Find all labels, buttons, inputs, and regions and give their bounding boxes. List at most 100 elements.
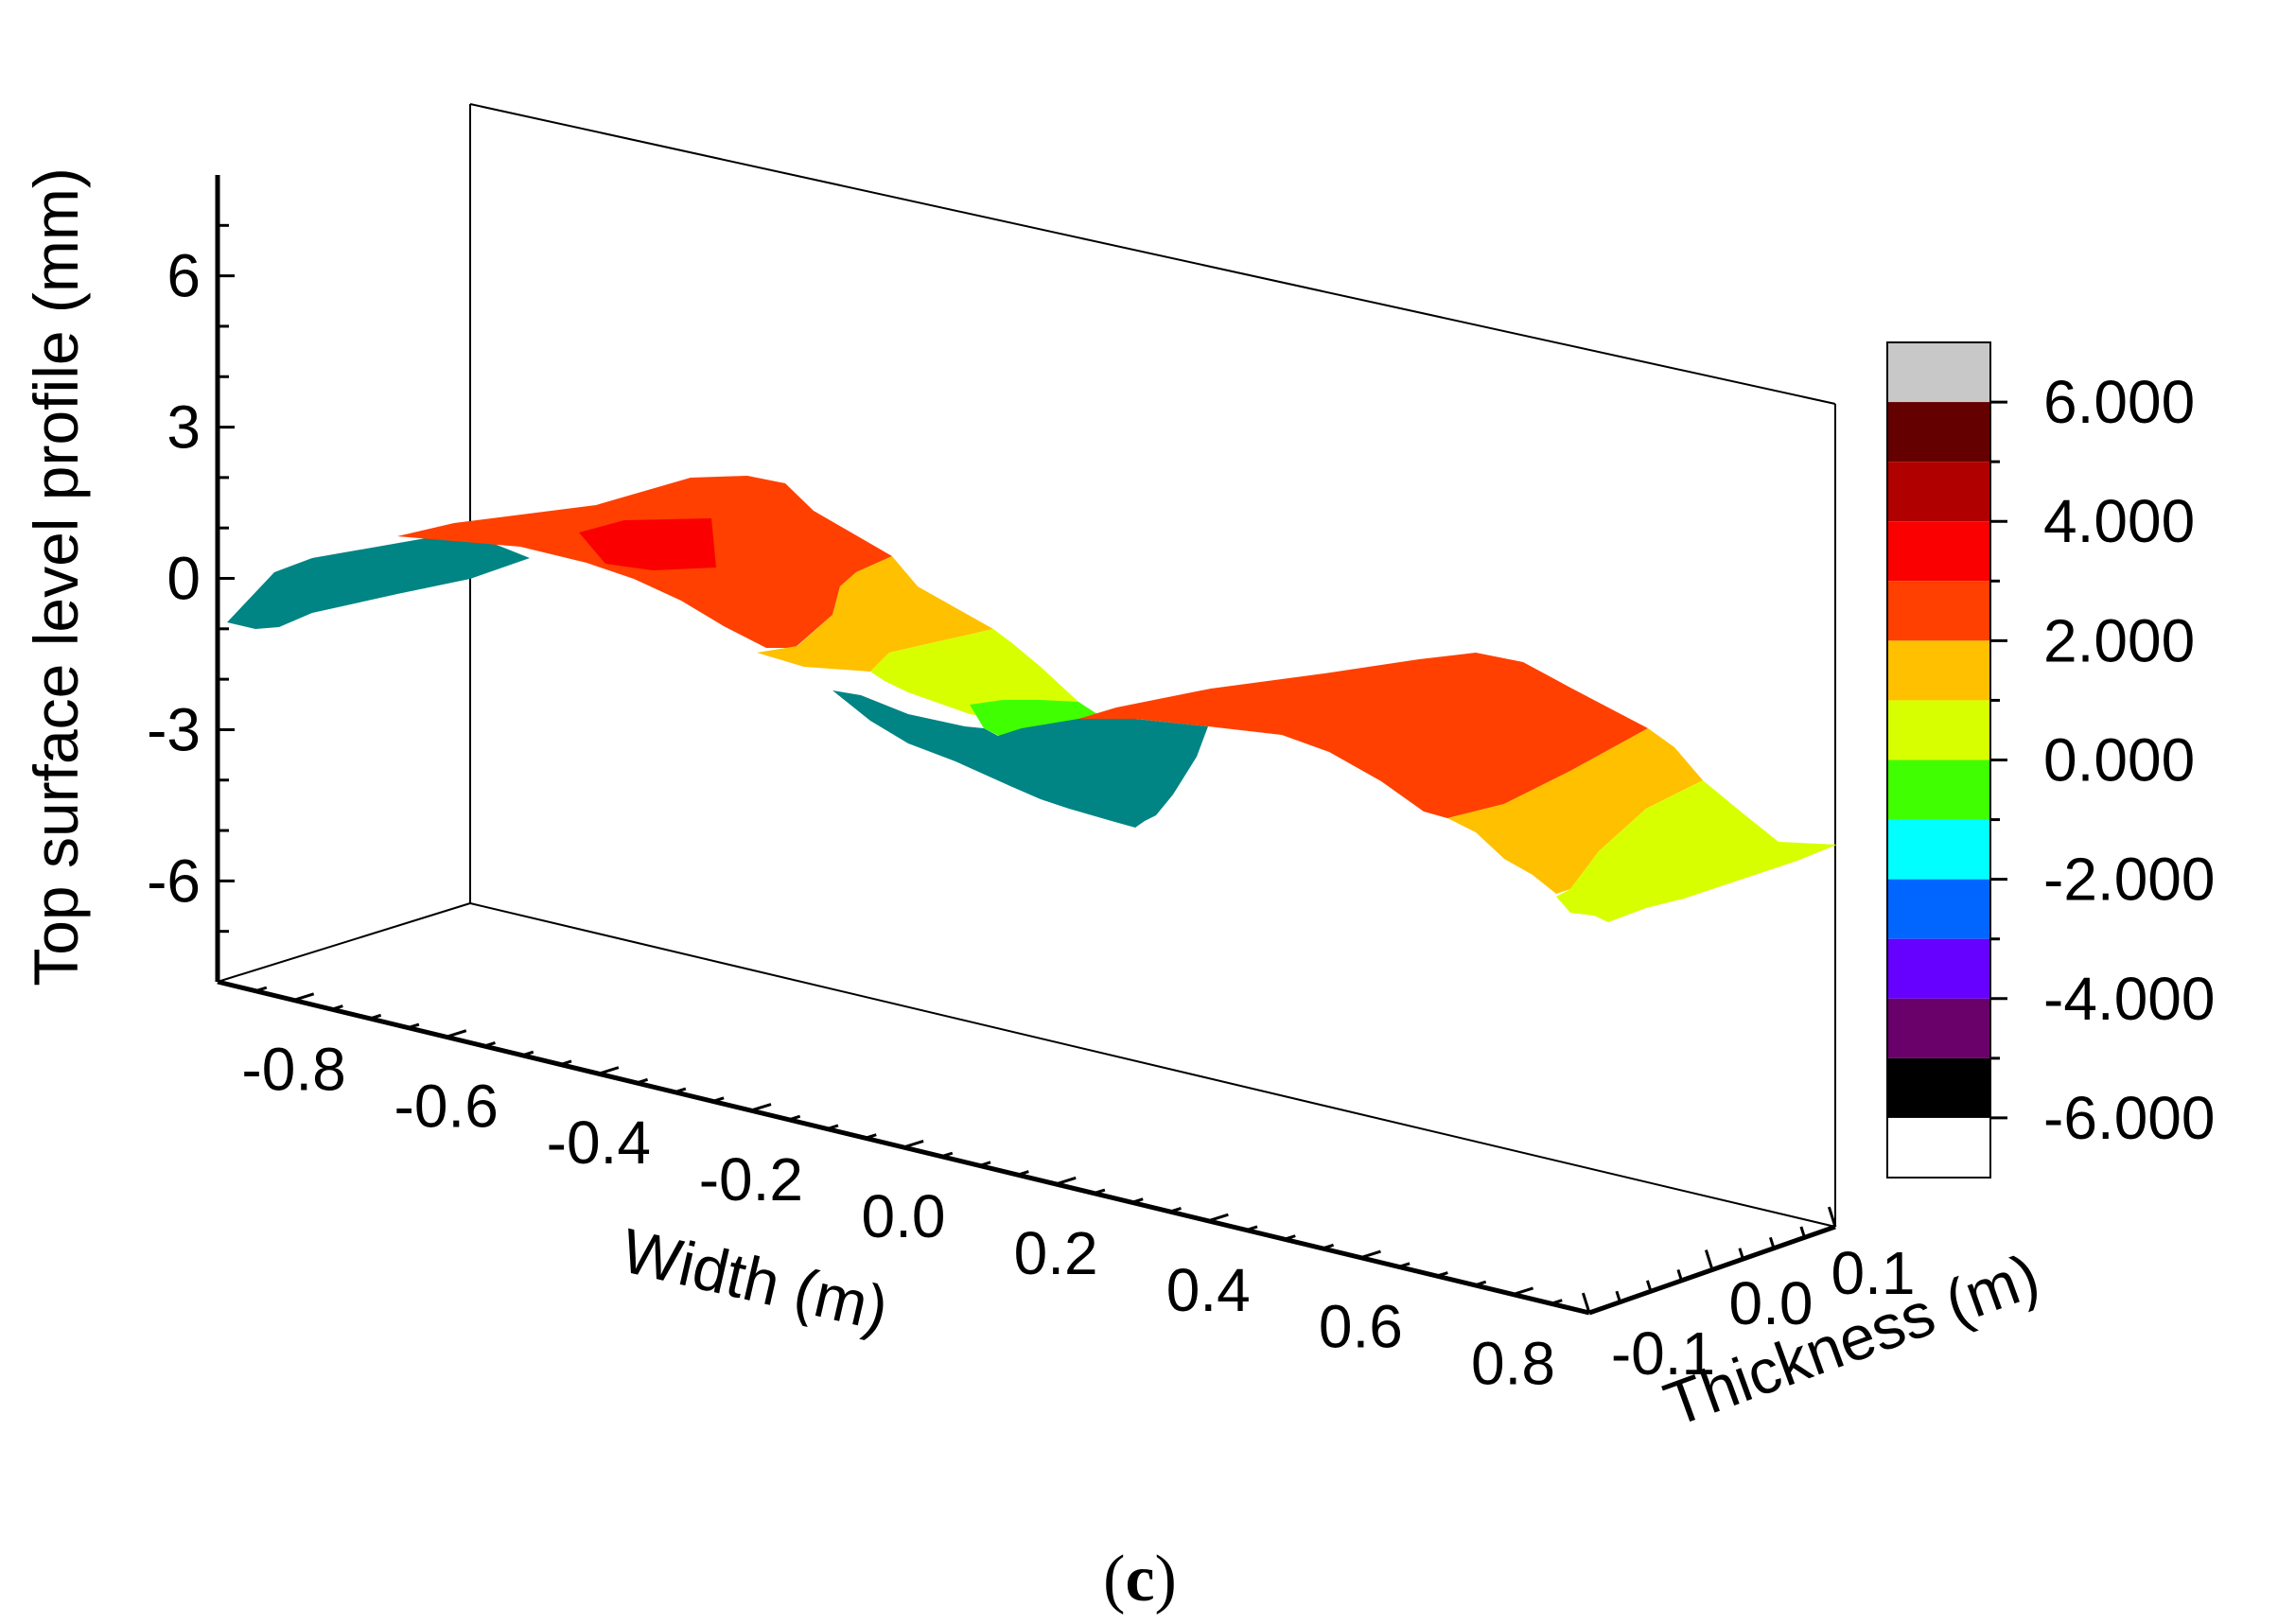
x-minor-tick <box>1246 1225 1258 1231</box>
box-floor-left <box>217 902 471 983</box>
x-tick-label: 0.6 <box>1319 1293 1403 1361</box>
x-minor-tick <box>560 1059 572 1066</box>
z-tick-label: 6 <box>166 242 201 310</box>
colorbar-band <box>1887 402 1990 463</box>
x-major-tick <box>1207 1213 1229 1223</box>
z-tick-label: -3 <box>147 695 201 763</box>
colorbar-band <box>1887 1057 1990 1118</box>
x-tick-label: 0.0 <box>862 1182 946 1250</box>
x-minor-tick <box>369 1013 382 1021</box>
colorbar-band <box>1887 342 1990 403</box>
surface-region <box>832 690 1208 828</box>
x-minor-tick <box>1169 1207 1182 1214</box>
colorbar-band <box>1887 760 1990 820</box>
x-minor-tick <box>1284 1234 1296 1241</box>
surface-region <box>1078 653 1648 818</box>
x-minor-tick <box>1093 1188 1106 1196</box>
y-minor-tick <box>1615 1290 1621 1303</box>
x-minor-tick <box>712 1096 725 1103</box>
colorbar-ticks: 6.000 4.000 2.000 0.000 -2.000 -4.000 -6.000 <box>1990 368 2215 1152</box>
surface-region <box>579 518 716 570</box>
colorbar-band <box>1887 521 1990 582</box>
surface-region <box>970 700 1097 738</box>
x-major-tick <box>293 992 315 1002</box>
colorbar-label: 0.000 <box>2043 726 2195 795</box>
x-minor-tick <box>1398 1262 1411 1268</box>
x-minor-tick <box>1436 1271 1448 1278</box>
y-major-tick <box>1581 1292 1591 1314</box>
colorbar-label: -2.000 <box>2043 846 2215 914</box>
colorbar-label: 6.000 <box>2043 368 2195 436</box>
x-minor-tick <box>407 1022 420 1030</box>
surface-region <box>757 556 993 672</box>
y-minor-tick <box>1738 1248 1744 1260</box>
y-minor-tick <box>1799 1226 1806 1238</box>
colorbar-band <box>1887 819 1990 880</box>
x-minor-tick <box>1017 1170 1029 1177</box>
x-major-tick <box>1359 1249 1381 1260</box>
colorbar-band <box>1887 938 1990 999</box>
z-tick-label: 3 <box>166 393 201 462</box>
y-tick-label: -0.1 <box>1611 1319 1715 1388</box>
x-tick-label: -0.4 <box>547 1109 651 1177</box>
colorbar-label: -6.000 <box>2043 1084 2215 1152</box>
colorbar-label: 2.000 <box>2043 606 2195 674</box>
x-minor-tick <box>940 1151 954 1159</box>
x-tick-label: -0.2 <box>699 1145 803 1214</box>
x-tick-label: -0.6 <box>394 1072 499 1140</box>
x-minor-tick <box>254 986 268 993</box>
colorbar-band <box>1887 700 1990 760</box>
x-major-tick <box>598 1066 620 1075</box>
x-tick-label: 0.2 <box>1014 1219 1098 1287</box>
x-axis-title: Width (m) <box>616 1214 895 1343</box>
x-minor-tick <box>826 1124 839 1130</box>
surface-region <box>870 629 1078 719</box>
surface-region <box>1556 780 1837 922</box>
x-major-tick <box>1512 1286 1534 1296</box>
colorbar-bands <box>1887 342 1990 1118</box>
surface-region <box>227 532 530 629</box>
x-minor-tick <box>521 1050 534 1057</box>
y-minor-tick <box>1768 1236 1776 1249</box>
z-axis-title: Top surface level profile (mm) <box>21 167 91 987</box>
x-major-tick <box>1055 1176 1077 1186</box>
x-major-tick <box>446 1029 467 1039</box>
x-minor-tick <box>636 1077 649 1085</box>
surface-plot <box>227 476 1837 922</box>
x-minor-tick <box>865 1133 877 1140</box>
x-minor-tick <box>674 1087 687 1094</box>
colorbar-band <box>1887 581 1990 641</box>
figure-caption: (c) <box>1103 1543 1177 1615</box>
x-axis-ticks: -0.8 -0.6 -0.4 -0.2 0.0 0.2 0.4 0.6 0.8 <box>241 986 1563 1398</box>
x-minor-tick <box>979 1161 991 1167</box>
y-axis-ticks: -0.10.0 0.1 <box>1581 1206 1916 1388</box>
x-major-tick <box>902 1139 924 1149</box>
y-tick-label: 0.0 <box>1729 1269 1814 1337</box>
x-tick-label: 0.8 <box>1471 1330 1555 1398</box>
x-minor-tick <box>331 1004 343 1011</box>
colorbar-label: -4.000 <box>2043 965 2215 1033</box>
z-tick-label: 0 <box>166 545 201 613</box>
x-minor-tick <box>1322 1243 1335 1250</box>
surface-region <box>1447 728 1703 894</box>
x-minor-tick <box>483 1041 496 1048</box>
y-major-tick <box>1827 1206 1837 1228</box>
colorbar-band <box>1887 462 1990 522</box>
y-major-tick <box>1704 1249 1714 1270</box>
x-minor-tick <box>1474 1280 1487 1287</box>
x-minor-tick <box>1131 1197 1144 1204</box>
x-tick-label: 0.4 <box>1166 1256 1251 1324</box>
box-back-bottom <box>469 902 1836 1228</box>
x-major-tick <box>750 1103 772 1112</box>
x-minor-tick <box>1551 1299 1563 1305</box>
box-back-top <box>469 103 1836 405</box>
y-tick-label: 0.1 <box>1831 1239 1916 1307</box>
colorbar-band <box>1887 640 1990 701</box>
colorbar-label: 4.000 <box>2043 487 2195 555</box>
x-tick-label: -0.8 <box>241 1035 345 1103</box>
y-minor-tick <box>1645 1280 1653 1292</box>
x-minor-tick <box>788 1114 801 1122</box>
y-minor-tick <box>1676 1269 1683 1282</box>
z-axis-ticks: 6 3 0 -3 -6 <box>147 223 235 934</box>
